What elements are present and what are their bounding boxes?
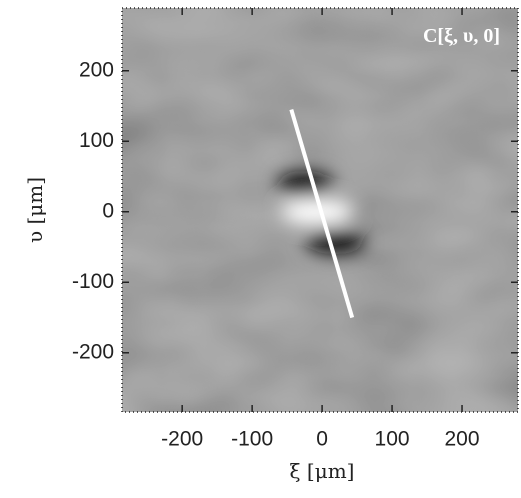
y-tick-label: 200 [79, 58, 114, 81]
y-tick-label: -100 [72, 270, 114, 293]
x-tick-label: -200 [161, 428, 203, 451]
y-axis-label: υ [μm] [23, 177, 47, 243]
chart-title: C[ξ, υ, 0] [423, 25, 500, 47]
x-tick-label: 0 [316, 428, 328, 451]
x-tick-label: 200 [445, 428, 480, 451]
x-tick-label: -100 [231, 428, 273, 451]
x-axis-label: ξ [μm] [290, 459, 355, 483]
y-tick-label: 0 [102, 199, 114, 222]
annotation-line [289, 108, 355, 319]
y-tick-label: -200 [72, 340, 114, 363]
y-tick-label: 100 [79, 129, 114, 152]
x-tick-label: 100 [375, 428, 410, 451]
